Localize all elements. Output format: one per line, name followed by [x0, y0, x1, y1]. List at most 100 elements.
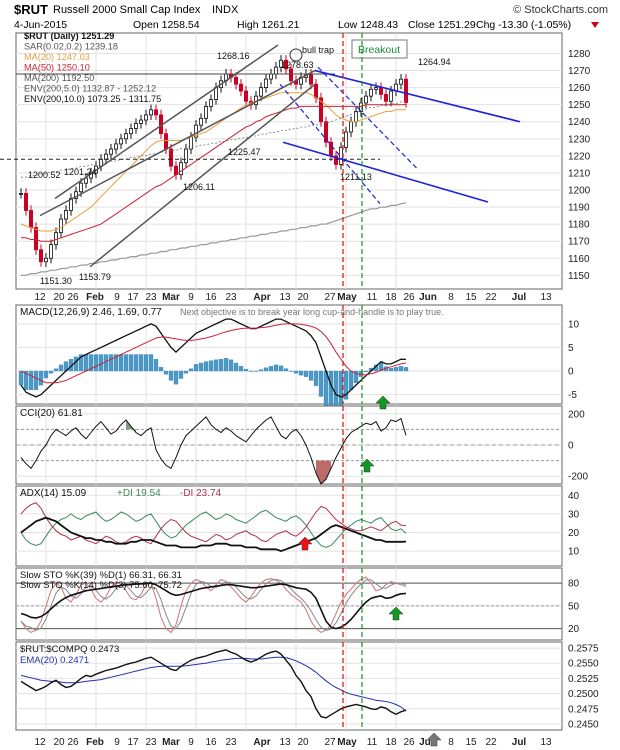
trend-line-upper — [314, 69, 521, 123]
macd-hist-bar — [238, 366, 244, 372]
legend-entry: MA(20) 1247.03 — [24, 52, 90, 62]
close-value: Close 1251.29 — [408, 19, 476, 31]
macd-hist-bar — [28, 370, 34, 391]
price-candle — [243, 90, 248, 102]
x-tick-label: 9 — [188, 292, 194, 303]
price-annotation: 1151.30 — [40, 276, 72, 286]
price-candle — [34, 227, 39, 251]
price-candle — [109, 148, 114, 155]
y-tick-label: 10 — [568, 319, 580, 330]
panel-frame — [15, 641, 563, 731]
x-tick-label: 15 — [465, 737, 477, 748]
y-tick-label: 0.2475 — [568, 704, 599, 715]
x-tick-label: 26 — [403, 737, 415, 748]
x-tick-label: 22 — [485, 292, 497, 303]
legend-entry: SAR(0.02,0.2) 1239.18 — [24, 42, 118, 52]
x-tick-label: 20 — [53, 737, 65, 748]
change-value: Chg -13.30 (-1.05%) — [476, 19, 571, 31]
ma20-line — [20, 92, 407, 232]
y-tick-label: 0.2450 — [568, 719, 599, 730]
x-tick-label: Jun — [419, 737, 437, 748]
price-annotation: 1225.47 — [228, 147, 261, 157]
y-tick-label: 0.2575 — [568, 644, 599, 655]
macd-hist-bar — [253, 370, 259, 372]
panel-macd: -5 0 5 10 MACD(12,26,9) 2.46, 1.69, 0.77 Next… — [15, 304, 580, 414]
price-candle — [28, 210, 33, 228]
price-candle — [278, 59, 283, 68]
price-candle — [193, 124, 198, 138]
chart-panels: 1150116011701180119012001210122012301240… — [0, 31, 599, 731]
macd-hist-bar — [23, 370, 29, 391]
x-tick-label: 9 — [114, 737, 120, 748]
x-tick-label: 8 — [448, 292, 454, 303]
ma50-line — [21, 104, 407, 242]
macd-hist-bar — [178, 370, 184, 379]
brand-label: © StockCharts.com — [513, 4, 608, 16]
y-tick-label: 10 — [568, 547, 580, 558]
y-tick-label: 1200 — [568, 186, 591, 197]
cci-line — [20, 416, 407, 485]
trend-line-lower — [282, 141, 489, 203]
signal-arrow-icon — [359, 458, 375, 473]
price-candle — [104, 153, 109, 160]
macd-hist-bar — [108, 354, 114, 372]
macd-hist-bar — [33, 370, 39, 391]
y-tick-label: 1230 — [568, 134, 591, 145]
legend-entry: ENV(200,5.0) 1132.87 - 1252.12 — [24, 84, 156, 94]
x-tick-label: 20 — [53, 292, 65, 303]
price-candle — [388, 90, 393, 102]
legend-entry: $RUT (Daily) 1251.29 — [24, 31, 114, 41]
y-tick-label: 20 — [568, 624, 580, 635]
price-candle — [23, 193, 28, 211]
macd-hist-bar — [283, 368, 289, 372]
x-tick-label: 13 — [540, 737, 552, 748]
macd-hist-bar — [43, 370, 49, 379]
y-tick-label: 50 — [568, 601, 580, 612]
price-candle — [114, 143, 119, 150]
price-candle — [124, 133, 129, 140]
price-candle — [44, 257, 49, 263]
x-tick-label: 13 — [279, 292, 291, 303]
price-candle — [318, 97, 323, 123]
index-name: Russell 2000 Small Cap Index — [53, 4, 201, 16]
price-candle — [183, 148, 188, 164]
x-tick-label: 20 — [297, 737, 309, 748]
x-tick-label: Jun — [419, 292, 437, 303]
price-candle — [79, 182, 84, 193]
y-tick-label: 200 — [568, 409, 585, 420]
price-candle — [198, 117, 203, 126]
price-annotation: 1268.16 — [217, 51, 250, 61]
macd-hist-bar — [148, 354, 154, 372]
price-candle — [368, 88, 373, 97]
price-candle — [153, 109, 158, 116]
macd-hist-bar — [398, 366, 404, 372]
macd-hist-bar — [243, 368, 249, 372]
macd-hist-bar — [393, 367, 399, 372]
price-candle — [363, 95, 368, 104]
price-candle — [128, 128, 133, 135]
macd-hist-bar — [118, 354, 124, 372]
panel-adx: 10 20 30 40 ADX(14) 15.09 +DI 19.54 -DI 23.74 — [15, 485, 580, 567]
legend-entry: -DI 23.74 — [180, 488, 222, 499]
y-tick-label: 1180 — [568, 220, 590, 231]
macd-hist-bar — [88, 354, 94, 372]
channel-mid — [39, 69, 316, 217]
x-tick-label: 15 — [465, 292, 477, 303]
x-tick-label: 22 — [485, 737, 497, 748]
macd-hist-bar — [313, 370, 319, 386]
y-tick-label: -5 — [568, 390, 577, 401]
macd-hist-bar — [188, 368, 194, 372]
price-annotation: 1206.11 — [183, 182, 215, 192]
macd-hist-bar — [248, 370, 254, 372]
breakout-label: Breakout — [358, 44, 400, 56]
cci-oversold-fill — [316, 460, 331, 484]
macd-hist-bar — [158, 367, 164, 372]
macd-hist-bar — [278, 365, 284, 372]
y-tick-label: 1240 — [568, 117, 591, 128]
price-candle — [233, 76, 238, 85]
price-candle — [313, 83, 318, 99]
panel-frame — [15, 485, 563, 567]
y-tick-label: 40 — [568, 491, 580, 502]
macd-hist-bar — [213, 359, 219, 372]
y-tick-label: 0 — [568, 441, 574, 452]
